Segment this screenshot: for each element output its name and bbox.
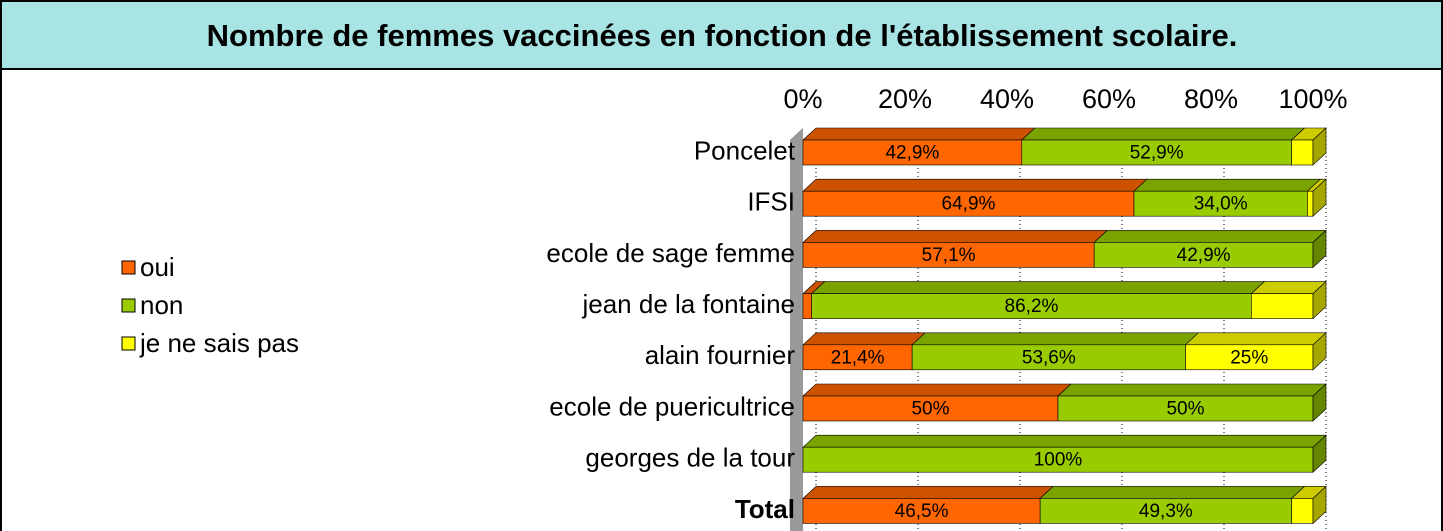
bar-face — [1312, 280, 1327, 320]
legend-label: non — [140, 290, 183, 320]
data-label: 46,5% — [895, 501, 949, 522]
x-tick-label: 0% — [783, 84, 822, 114]
bar-face — [1133, 178, 1322, 192]
category-label: ecole de puericultrice — [549, 391, 795, 421]
bar-face — [911, 344, 1186, 371]
data-label: 50% — [911, 399, 949, 420]
bar-face — [1307, 190, 1314, 217]
category-label: Total — [735, 494, 795, 524]
bar-segment — [1306, 178, 1327, 217]
bar-segment — [1057, 383, 1327, 422]
data-label: 52,9% — [1130, 143, 1184, 164]
bar-face — [1312, 127, 1327, 166]
category-label: Poncelet — [694, 135, 796, 165]
bar-face — [1184, 332, 1327, 346]
bar-segment — [1039, 486, 1306, 524]
x-tick-label: 80% — [1184, 84, 1238, 114]
chart-title: Nombre de femmes vaccinées en fonction d… — [207, 18, 1238, 53]
bar-face — [802, 383, 1072, 397]
bar-face — [802, 178, 1148, 192]
bar-segment — [802, 383, 1072, 422]
data-label: 49,3% — [1139, 501, 1193, 522]
legend-label: oui — [140, 252, 175, 282]
bar-face — [1039, 486, 1306, 499]
bar-face — [810, 281, 1266, 294]
data-label: 100% — [1034, 450, 1083, 471]
bar-segment — [1021, 127, 1306, 166]
bar-face — [1250, 293, 1314, 319]
bar-segment — [1290, 485, 1327, 525]
category-label: jean de la fontaine — [581, 289, 795, 319]
legend-label: je ne sais pas — [139, 328, 299, 358]
data-label: 34,0% — [1194, 194, 1248, 215]
category-label: alain fournier — [645, 340, 796, 370]
data-label: 86,2% — [1005, 296, 1059, 317]
bar-segment — [911, 332, 1200, 371]
bar-face — [1093, 242, 1314, 268]
bar-face — [1021, 127, 1306, 141]
data-label: 42,9% — [1177, 245, 1231, 266]
bar-face — [802, 434, 1327, 448]
data-label: 57,1% — [922, 245, 976, 266]
data-label: 50% — [1166, 399, 1204, 420]
bar-face — [1312, 383, 1327, 422]
bar-segment — [810, 281, 1266, 319]
bar-segment — [1290, 127, 1327, 166]
bar-face — [802, 139, 1023, 166]
x-tick-label: 100% — [1278, 84, 1347, 114]
legend-swatch — [121, 260, 136, 275]
bar-face — [1185, 344, 1314, 371]
bar-face — [1021, 139, 1292, 166]
bar-face — [802, 395, 1059, 422]
legend-swatch — [121, 336, 136, 351]
legend-swatch — [121, 298, 136, 313]
bar-face — [802, 486, 1054, 499]
x-tick-label: 20% — [878, 84, 932, 114]
bar-segment — [802, 178, 1148, 217]
category-label: georges de la tour — [585, 443, 795, 473]
bar-segment — [1133, 178, 1322, 217]
bar-face — [1312, 178, 1327, 217]
title-band — [0, 0, 1443, 70]
bar-segment — [1250, 280, 1327, 320]
bar-face — [1312, 434, 1327, 473]
bar-face — [1312, 229, 1327, 269]
bar-face — [1291, 139, 1314, 166]
data-label: 64,9% — [942, 194, 996, 215]
bar-face — [911, 332, 1200, 346]
bar-face — [811, 293, 1252, 319]
bar-face — [802, 446, 1314, 473]
bar-face — [1312, 485, 1327, 525]
bar-face — [1133, 190, 1308, 217]
bar-face — [1312, 332, 1327, 371]
data-label: 25% — [1230, 347, 1268, 368]
bar-face — [1057, 383, 1327, 397]
x-tick-label: 40% — [980, 84, 1034, 114]
bar-face — [802, 498, 1041, 524]
category-label: IFSI — [747, 187, 795, 217]
axis-wall — [790, 128, 803, 531]
data-label: 21,4% — [831, 347, 885, 368]
data-label: 53,6% — [1022, 347, 1076, 368]
x-tick-label: 60% — [1082, 84, 1136, 114]
bar-face — [1291, 498, 1314, 524]
bar-face — [802, 127, 1036, 141]
bar-face — [1093, 230, 1327, 243]
bar-segment — [802, 332, 926, 371]
bar-face — [802, 293, 812, 319]
data-label: 42,9% — [885, 143, 939, 164]
bar-face — [802, 332, 926, 346]
category-label: ecole de sage femme — [546, 238, 795, 268]
bar-face — [802, 344, 913, 371]
bar-segment — [1184, 332, 1327, 371]
bar-segment — [802, 434, 1327, 473]
bar-segment — [802, 230, 1108, 268]
bar-face — [802, 230, 1108, 243]
bar-segment — [1093, 229, 1327, 269]
bar-face — [802, 190, 1135, 217]
bar-face — [802, 242, 1095, 268]
